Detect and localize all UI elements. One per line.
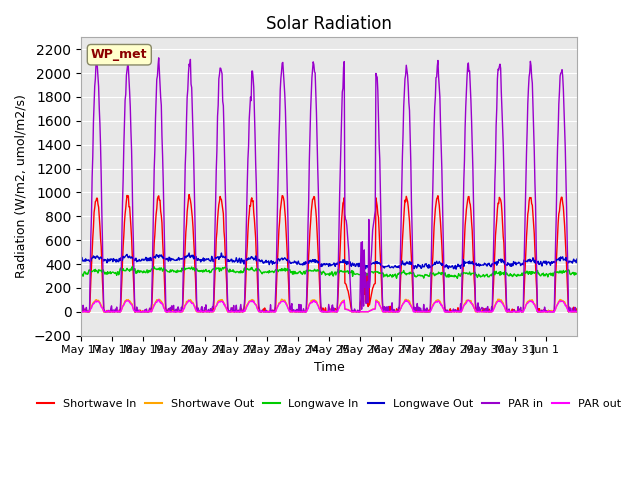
PAR in: [252, 181, 260, 187]
Line: PAR in: PAR in: [81, 58, 577, 312]
Shortwave In: [77, 308, 85, 314]
PAR in: [155, 55, 163, 61]
Shortwave Out: [77, 309, 85, 315]
Longwave Out: [218, 250, 225, 256]
PAR in: [77, 308, 85, 314]
PAR out: [227, 308, 235, 314]
Shortwave Out: [251, 301, 259, 307]
Line: Shortwave Out: Shortwave Out: [81, 299, 577, 312]
Shortwave Out: [270, 309, 278, 315]
Longwave Out: [452, 266, 460, 272]
Longwave Out: [271, 261, 278, 266]
PAR in: [79, 309, 86, 315]
Longwave In: [136, 268, 144, 274]
Longwave In: [271, 269, 278, 275]
PAR in: [271, 304, 279, 310]
PAR out: [252, 302, 259, 308]
Shortwave In: [409, 288, 417, 294]
Line: PAR out: PAR out: [81, 300, 577, 312]
Shortwave In: [78, 309, 86, 315]
Longwave Out: [136, 257, 143, 263]
Longwave In: [408, 271, 416, 276]
PAR out: [408, 305, 416, 311]
Line: Longwave Out: Longwave Out: [81, 253, 577, 269]
Shortwave In: [252, 254, 260, 260]
Title: Solar Radiation: Solar Radiation: [266, 15, 392, 33]
PAR out: [136, 308, 143, 313]
Line: Shortwave In: Shortwave In: [81, 194, 577, 312]
Shortwave Out: [494, 296, 502, 302]
Longwave Out: [573, 256, 580, 262]
Legend: Shortwave In, Shortwave Out, Longwave In, Longwave Out, PAR in, PAR out: Shortwave In, Shortwave Out, Longwave In…: [33, 395, 625, 414]
Y-axis label: Radiation (W/m2, umol/m2/s): Radiation (W/m2, umol/m2/s): [15, 95, 28, 278]
Shortwave In: [381, 309, 388, 315]
PAR out: [77, 309, 85, 315]
Longwave In: [454, 276, 461, 281]
Longwave In: [380, 272, 388, 278]
Longwave In: [227, 268, 235, 274]
PAR in: [573, 309, 580, 315]
PAR out: [380, 309, 388, 315]
Longwave Out: [408, 262, 416, 267]
X-axis label: Time: Time: [314, 361, 344, 374]
PAR out: [155, 297, 163, 302]
PAR out: [573, 309, 580, 314]
Longwave Out: [77, 256, 85, 262]
Longwave Out: [252, 253, 259, 259]
Shortwave Out: [227, 309, 234, 314]
Shortwave Out: [573, 309, 580, 315]
Longwave Out: [227, 256, 235, 262]
Text: WP_met: WP_met: [91, 48, 148, 61]
PAR in: [136, 309, 144, 315]
Longwave In: [129, 264, 136, 270]
Longwave In: [77, 270, 85, 276]
PAR in: [409, 266, 417, 272]
Shortwave Out: [136, 309, 143, 315]
Line: Longwave In: Longwave In: [81, 267, 577, 278]
Longwave Out: [380, 265, 388, 271]
Longwave In: [252, 266, 259, 272]
Shortwave In: [136, 307, 144, 313]
Longwave In: [573, 270, 580, 276]
PAR out: [271, 309, 278, 314]
Shortwave In: [271, 309, 279, 315]
Shortwave In: [228, 309, 236, 315]
PAR in: [228, 305, 236, 311]
Shortwave In: [185, 192, 193, 197]
Shortwave In: [573, 306, 580, 312]
Shortwave Out: [380, 308, 387, 313]
Shortwave Out: [408, 303, 415, 309]
PAR in: [381, 306, 388, 312]
